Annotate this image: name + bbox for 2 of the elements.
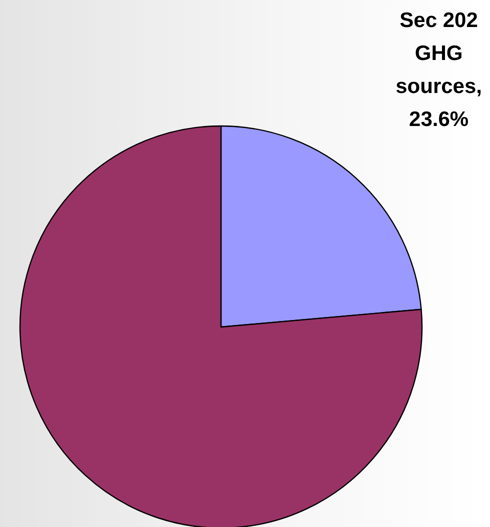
pie-slice [19,125,422,527]
data-label: Sec 202 GHG sources, 23.6% [396,8,482,131]
